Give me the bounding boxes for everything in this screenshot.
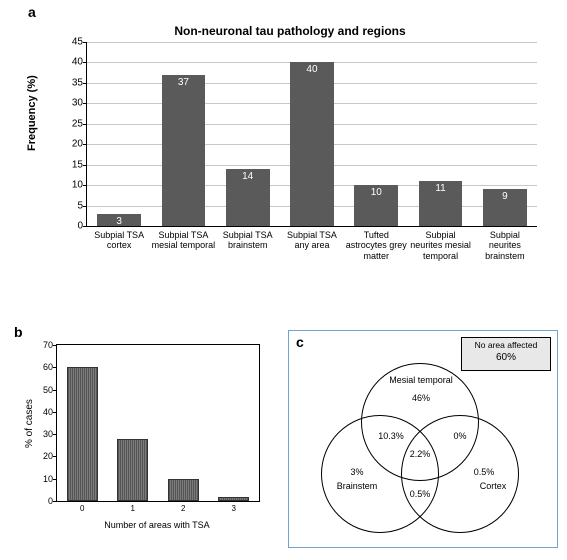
venn-value-mt-cx: 0% [445, 431, 475, 441]
chart-b-tick-label: 60 [43, 362, 57, 372]
chart-a-bar: 40 [290, 62, 334, 226]
chart-b-plot-area: 0102030405060700123 [56, 344, 260, 502]
chart-a-category-label: Subpial TSA brainstem [216, 226, 280, 251]
chart-a-category-label: Subpial neurites mesial temporal [408, 226, 472, 261]
chart-b-x-axis-label: Number of areas with TSA [56, 520, 258, 530]
venn-legend: No area affected 60% [461, 337, 551, 371]
venn-value-mesial-temporal: 46% [401, 393, 441, 403]
chart-a-tick-label: 30 [72, 98, 87, 109]
chart-a-gridline [87, 42, 537, 43]
chart-a-tick-label: 20 [72, 139, 87, 150]
chart-a-bar-value: 40 [290, 64, 334, 75]
chart-b-category-label: 2 [158, 501, 209, 513]
chart-b-tick-label: 0 [48, 496, 57, 506]
chart-a-container: Non-neuronal tau pathology and regions F… [28, 6, 552, 306]
chart-b-category-label: 3 [209, 501, 260, 513]
venn-legend-title: No area affected [462, 340, 550, 350]
chart-a-bar-value: 9 [483, 191, 527, 202]
chart-a-tick-label: 15 [72, 159, 87, 170]
chart-a-tick-label: 40 [72, 57, 87, 68]
chart-a-bar: 37 [162, 75, 206, 226]
venn-value-all: 2.2% [403, 449, 437, 459]
chart-a-bar: 3 [97, 214, 141, 226]
chart-b-tick-label: 50 [43, 385, 57, 395]
venn-legend-value: 60% [462, 350, 550, 363]
chart-a-bar: 11 [419, 181, 463, 226]
chart-b-container: % of cases 0102030405060700123 Number of… [10, 330, 270, 548]
chart-a-bar-value: 37 [162, 77, 206, 88]
chart-b-category-label: 0 [57, 501, 108, 513]
venn-label-mesial-temporal: Mesial temporal [385, 375, 457, 385]
chart-b-tick-label: 20 [43, 451, 57, 461]
chart-a-category-label: Subpial TSA cortex [87, 226, 151, 251]
chart-c-container: No area affected 60% Mesial temporal 46%… [288, 330, 558, 548]
chart-a-plot-area: 0510152025303540453Subpial TSA cortex37S… [86, 42, 537, 227]
chart-a-bar: 14 [226, 169, 270, 226]
chart-a-tick-label: 0 [77, 221, 87, 232]
chart-a-tick-label: 5 [77, 200, 87, 211]
chart-a-tick-label: 10 [72, 180, 87, 191]
chart-a-bar: 10 [354, 185, 398, 226]
chart-a-bar-value: 14 [226, 171, 270, 182]
chart-b-bar [117, 439, 148, 501]
chart-b-tick-label: 40 [43, 407, 57, 417]
venn-value-brainstem: 3% [343, 467, 371, 477]
chart-a-category-label: Subpial neurites brainstem [473, 226, 537, 261]
chart-a-category-label: Subpial TSA any area [280, 226, 344, 251]
chart-b-tick-label: 70 [43, 340, 57, 350]
chart-a-category-label: Subpial TSA mesial temporal [151, 226, 215, 251]
chart-b-bar [168, 479, 199, 501]
chart-b-tick-label: 10 [43, 474, 57, 484]
venn-value-cortex: 0.5% [467, 467, 501, 477]
chart-a-bar-value: 10 [354, 187, 398, 198]
chart-a-tick-label: 45 [72, 37, 87, 48]
chart-a-title: Non-neuronal tau pathology and regions [28, 24, 552, 38]
chart-a-tick-label: 35 [72, 77, 87, 88]
venn-value-bs-cx: 0.5% [403, 489, 437, 499]
chart-a-bar: 9 [483, 189, 527, 226]
chart-b-bar [67, 367, 98, 501]
chart-a-bar-value: 11 [419, 183, 463, 194]
chart-a-category-label: Tufted astrocytes grey matter [344, 226, 408, 261]
venn-label-cortex: Cortex [471, 481, 515, 491]
venn-value-mt-bs: 10.3% [371, 431, 411, 441]
chart-b-category-label: 1 [108, 501, 159, 513]
chart-b-y-axis-label: % of cases [24, 399, 35, 448]
venn-label-brainstem: Brainstem [329, 481, 385, 491]
chart-b-tick-label: 30 [43, 429, 57, 439]
chart-a-tick-label: 25 [72, 118, 87, 129]
chart-a-y-axis-label: Frequency (%) [26, 75, 38, 151]
